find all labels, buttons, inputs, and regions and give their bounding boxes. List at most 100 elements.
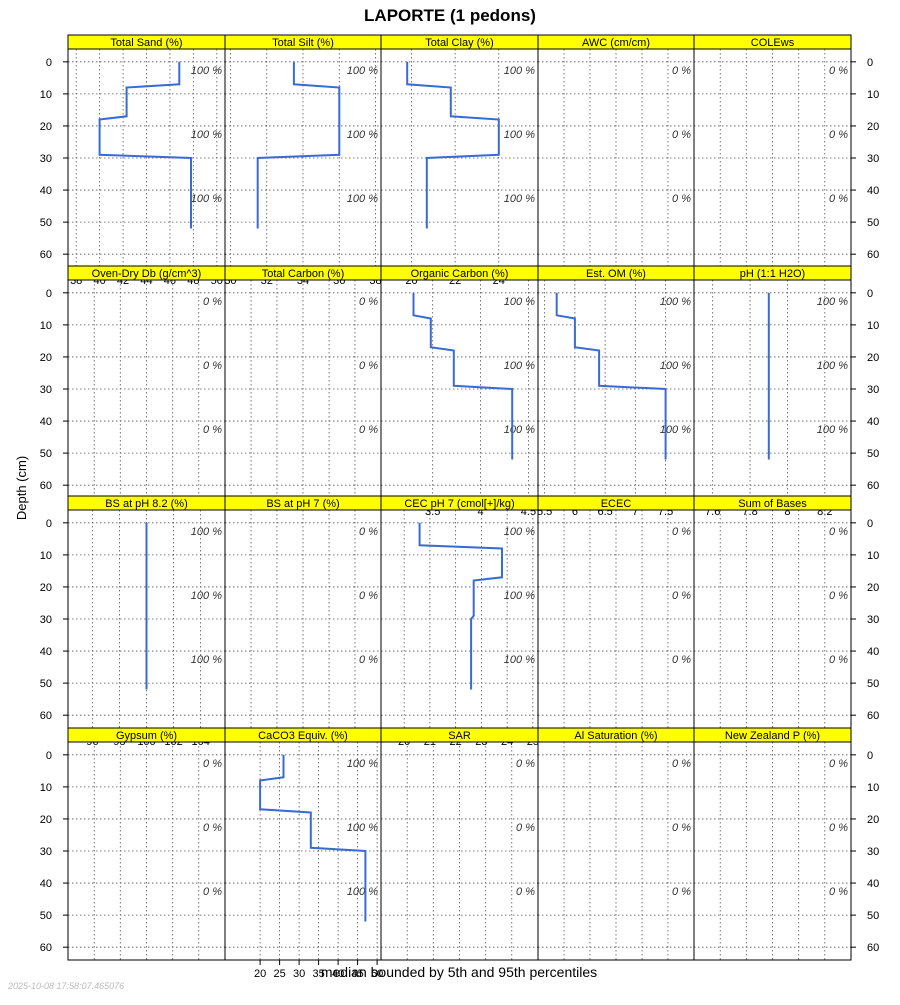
panel-6: Oven-Dry Db (g/cm^3) 0 10 20 30 40 50 60 0 % 0 % 0… (40, 265, 226, 499)
panel-10-ytick-label: 50 (867, 448, 879, 460)
panel-15-ytick-label: 30 (867, 614, 879, 626)
panel-20-ytick-label: 20 (867, 814, 879, 826)
panel-14-strip-title: ECEC (601, 498, 632, 510)
panel-10-pct-label: 100 % (817, 296, 848, 308)
panel-19-pct-label: 0 % (672, 822, 691, 834)
panel-8-pct-label: 100 % (504, 360, 535, 372)
panel-15-strip-title: Sum of Bases (738, 498, 807, 510)
panel-15-ytick-label: 0 (867, 518, 873, 530)
panel-15-ytick-label: 60 (867, 710, 879, 722)
chart-title: LAPORTE (1 pedons) (364, 6, 536, 25)
panel-2-pct-label: 100 % (347, 129, 378, 141)
panel-7-pct-label: 0 % (359, 360, 378, 372)
panel-6-ytick-label: 60 (40, 480, 52, 492)
panel-13-pct-label: 100 % (504, 590, 535, 602)
panel-14-pct-label: 0 % (672, 526, 691, 538)
panel-10-ytick-label: 60 (867, 480, 879, 492)
panel-15-ytick-label: 10 (867, 550, 879, 562)
panel-1-ytick-label: 0 (46, 57, 52, 69)
panel-13-pct-label: 100 % (504, 526, 535, 538)
panel-4-pct-label: 0 % (672, 129, 691, 141)
panel-18-pct-label: 0 % (516, 758, 535, 770)
panel-1-pct-label: 100 % (191, 65, 222, 77)
panel-1-ytick-label: 50 (40, 217, 52, 229)
timestamp: 2025-10-08 17:58:07.465076 (7, 981, 124, 991)
panel-7-strip-title: Total Carbon (%) (262, 268, 345, 280)
panel-9-xtick-label: 6 (572, 506, 578, 518)
panel-20-ytick-label: 10 (867, 782, 879, 794)
panel-15-pct-label: 0 % (829, 654, 848, 666)
panel-17-median-line (259, 754, 367, 922)
panel-1-ytick-label: 20 (40, 121, 52, 133)
panel-19-pct-label: 0 % (672, 886, 691, 898)
panel-19: Al Saturation (%) 0 % 0 % 0 % (537, 727, 695, 961)
panel-2-strip-title: Total Silt (%) (272, 37, 334, 49)
panel-17-xtick-label: 50 (371, 968, 383, 980)
panel-3-median-line (406, 61, 500, 229)
panel-11-ytick-label: 50 (40, 678, 52, 690)
panel-16-ytick-label: 0 (46, 750, 52, 762)
panel-12-pct-label: 0 % (359, 654, 378, 666)
panel-14: ECEC 0 % 0 % 0 % (537, 495, 695, 729)
panel-8-median-line (412, 292, 514, 460)
panel-10-xtick-label: 8 (784, 506, 790, 518)
panel-17-strip-title: CaCO3 Equiv. (%) (258, 730, 348, 742)
panel-6-ytick-label: 10 (40, 320, 52, 332)
panel-5-ytick-label: 30 (867, 153, 879, 165)
panel-1-pct-label: 100 % (191, 129, 222, 141)
panel-18-strip-title: SAR (448, 730, 471, 742)
panel-1-ytick-label: 40 (40, 185, 52, 197)
panel-18-pct-label: 0 % (516, 822, 535, 834)
panel-12: BS at pH 7 (%) 0 % 0 % 0 % (224, 495, 382, 729)
panel-13-strip-title: CEC pH 7 (cmol[+]/kg) (404, 498, 514, 510)
panel-2-median-line (256, 61, 341, 229)
panel-8-pct-label: 100 % (504, 424, 535, 436)
panel-5-ytick-label: 10 (867, 89, 879, 101)
panel-17-xtick-label: 20 (254, 968, 266, 980)
panel-6-pct-label: 0 % (203, 360, 222, 372)
panel-17-xtick-label: 30 (293, 968, 305, 980)
panel-9-strip-title: Est. OM (%) (586, 268, 646, 280)
panel-20-ytick-label: 60 (867, 942, 879, 954)
panel-7-pct-label: 0 % (359, 424, 378, 436)
panel-7-pct-label: 0 % (359, 296, 378, 308)
panel-11-ytick-label: 30 (40, 614, 52, 626)
y-axis-label: Depth (cm) (14, 456, 29, 520)
panel-5-ytick-label: 0 (867, 57, 873, 69)
panel-7: Total Carbon (%) 0 % 0 % 0 % (224, 265, 382, 499)
panel-13-pct-label: 100 % (504, 654, 535, 666)
panel-13-median-line (418, 522, 503, 690)
panel-12-strip-title: BS at pH 7 (%) (266, 498, 339, 510)
panel-20-pct-label: 0 % (829, 886, 848, 898)
panel-5-ytick-label: 60 (867, 249, 879, 261)
panel-16-ytick-label: 10 (40, 782, 52, 794)
panel-10-ytick-label: 10 (867, 320, 879, 332)
panel-5-ytick-label: 40 (867, 185, 879, 197)
panel-20-strip-title: New Zealand P (%) (725, 730, 820, 742)
panel-4-strip-title: AWC (cm/cm) (582, 37, 650, 49)
panel-10-pct-label: 100 % (817, 360, 848, 372)
panel-1-ytick-label: 60 (40, 249, 52, 261)
panel-11-ytick-label: 20 (40, 582, 52, 594)
panel-15-ytick-label: 20 (867, 582, 879, 594)
panel-1-strip-title: Total Sand (%) (110, 37, 182, 49)
panel-6-ytick-label: 0 (46, 288, 52, 300)
panel-11-ytick-label: 60 (40, 710, 52, 722)
panels-group: Total Sand (%)38 40 42 44 46 48 50010203040506… (40, 34, 879, 980)
panel-9-pct-label: 100 % (660, 424, 691, 436)
panel-16-strip-title: Gypsum (%) (116, 730, 177, 742)
panel-20-ytick-label: 30 (867, 846, 879, 858)
panel-20-pct-label: 0 % (829, 822, 848, 834)
panel-15: Sum of Bases 0 10 20 30 40 50 60 0 % 0 % 0 % (693, 495, 879, 729)
panel-10-pct-label: 100 % (817, 424, 848, 436)
panel-17-xtick-label: 45 (351, 968, 363, 980)
panel-5-ytick-label: 50 (867, 217, 879, 229)
panel-3-pct-label: 100 % (504, 129, 535, 141)
panel-20-ytick-label: 50 (867, 910, 879, 922)
panel-11: BS at pH 8.2 (%)969810010210401020304050… (40, 495, 226, 748)
panel-10-strip-title: pH (1:1 H2O) (740, 268, 805, 280)
panel-11-ytick-label: 40 (40, 646, 52, 658)
